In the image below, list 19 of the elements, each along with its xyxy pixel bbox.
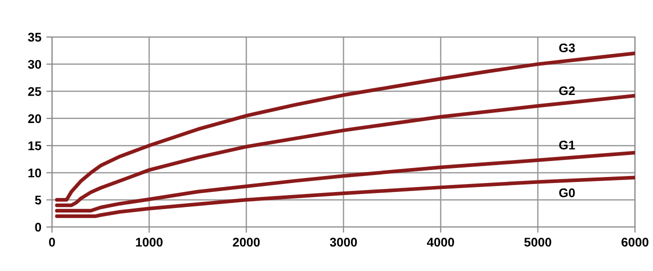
x-tick-label: 4000: [426, 238, 454, 247]
series-label: G2: [559, 86, 575, 96]
y-tick-label: 15: [28, 142, 42, 150]
y-tick-label: 35: [28, 32, 42, 42]
y-tick-label: 0: [35, 222, 42, 232]
x-tick-label: 0: [49, 238, 55, 247]
x-tick-label: 3000: [330, 238, 357, 247]
series-label: G1: [559, 140, 575, 150]
y-tick-label: 25: [28, 87, 42, 96]
series-label: G0: [559, 188, 575, 198]
x-tick-label: 1000: [136, 238, 163, 247]
x-tick-label: 5000: [524, 238, 552, 247]
y-tick-label: 10: [28, 168, 42, 178]
x-tick-label: 6000: [622, 238, 648, 247]
x-tick-label: 2000: [232, 238, 260, 247]
series-label: G3: [559, 43, 575, 52]
y-tick-label: 20: [28, 114, 42, 124]
y-tick-label: 30: [28, 60, 42, 69]
y-tick-label: 5: [35, 196, 42, 205]
